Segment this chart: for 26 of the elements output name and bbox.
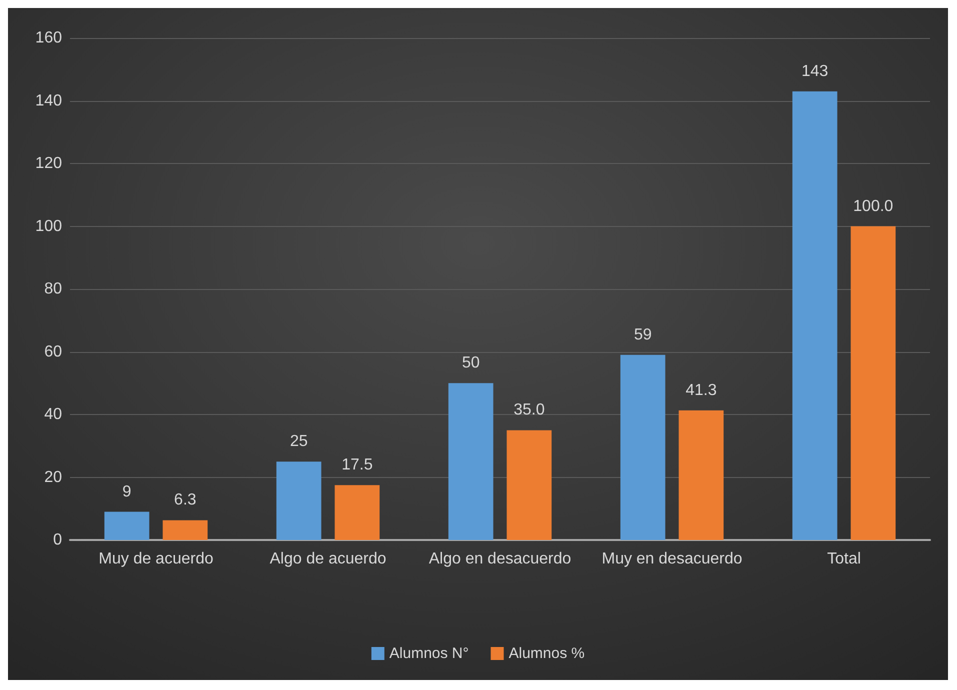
data-label: 50 bbox=[462, 354, 480, 372]
data-label: 59 bbox=[634, 326, 652, 344]
x-tick-label: Muy de acuerdo bbox=[98, 550, 214, 568]
y-tick-label: 60 bbox=[44, 343, 62, 360]
data-label: 9 bbox=[122, 483, 132, 500]
y-tick-label: 100 bbox=[35, 218, 62, 235]
data-label: 143 bbox=[801, 62, 828, 80]
data-label: 17.5 bbox=[342, 456, 373, 474]
y-tick-label: 0 bbox=[53, 532, 62, 548]
y-tick-label: 20 bbox=[44, 468, 62, 486]
y-tick-label: 160 bbox=[35, 30, 62, 46]
data-label: 35.0 bbox=[514, 402, 545, 419]
legend-label: Alumnos % bbox=[508, 645, 585, 662]
data-label: 25 bbox=[290, 433, 308, 450]
x-tick-label: Muy en desacuerdo bbox=[602, 550, 742, 568]
data-label: 6.3 bbox=[174, 492, 196, 509]
y-tick-label: 140 bbox=[35, 92, 62, 110]
x-tick-label: Algo en desacuerdo bbox=[428, 550, 572, 568]
data-label: 100.0 bbox=[853, 198, 894, 215]
y-tick-label: 80 bbox=[44, 280, 62, 298]
y-tick-label: 40 bbox=[44, 406, 62, 423]
x-tick-label: Algo de acuerdo bbox=[270, 550, 386, 568]
legend-label: Alumnos N° bbox=[389, 645, 469, 662]
data-label: 41.3 bbox=[686, 382, 717, 399]
y-tick-label: 120 bbox=[35, 155, 62, 172]
x-tick-label: Total bbox=[827, 550, 861, 568]
